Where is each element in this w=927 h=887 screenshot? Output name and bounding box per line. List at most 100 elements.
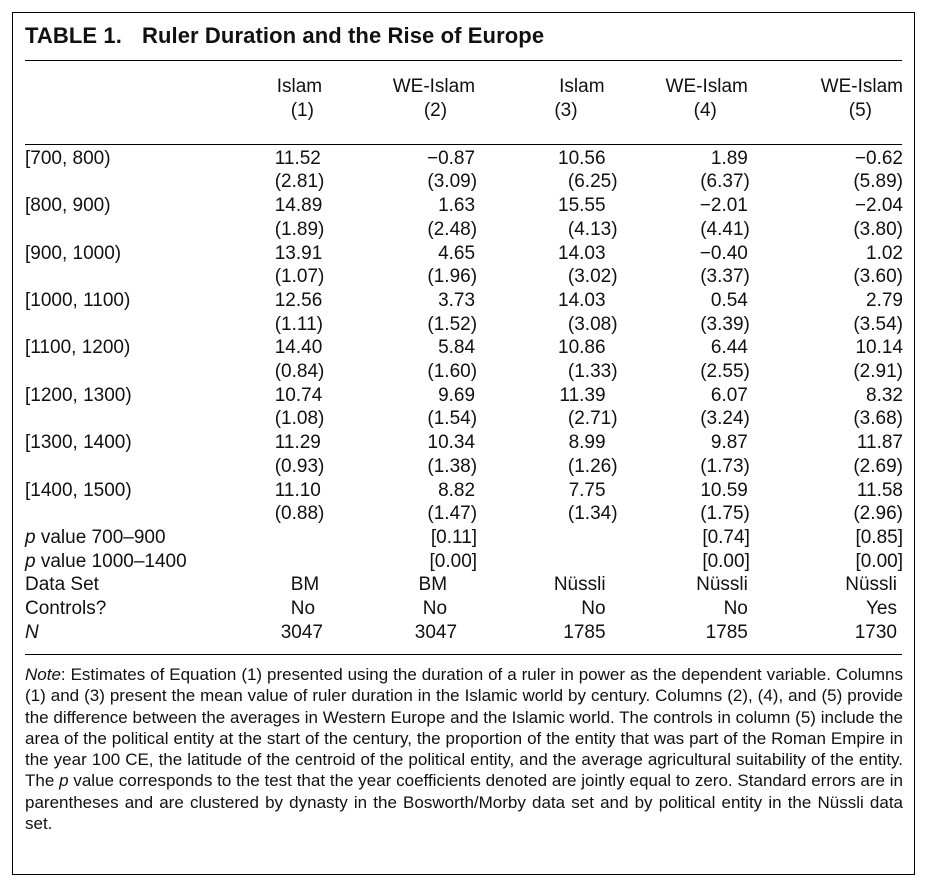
pvalue-cell: [0.00] xyxy=(702,550,750,572)
std-error-cell: (3.24) xyxy=(700,408,750,430)
std-error-cell: (2.55) xyxy=(700,361,750,383)
n-cell: 1785 xyxy=(563,621,606,643)
footer-cell: Nüssli xyxy=(696,574,748,596)
std-error-cell: (1.54) xyxy=(427,408,478,430)
table-row: [1400, 1500) 11.10 8.82 7.75 10.59 11.58 xyxy=(25,479,903,503)
footer-label: Controls? xyxy=(25,598,107,620)
std-error-cell: (1.07) xyxy=(274,266,325,288)
std-error-cell: (3.08) xyxy=(567,313,618,335)
std-error-cell: (2.91) xyxy=(853,361,903,383)
std-error-cell: (2.48) xyxy=(427,218,478,240)
row-label: [1200, 1300) xyxy=(25,384,132,406)
table-row-se: (2.81) (3.09) (6.25) (6.37) (5.89) xyxy=(25,170,903,194)
table-note: Note: Estimates of Equation (1) presente… xyxy=(25,664,903,834)
pvalue-label: p value 1000–1400 xyxy=(25,550,251,574)
n-cell: 3047 xyxy=(414,621,458,643)
pvalue-cell: [0.85] xyxy=(855,526,903,548)
std-error-cell: (1.89) xyxy=(274,218,325,240)
estimate-cell: 3.73 xyxy=(438,289,476,311)
estimate-cell: 11.58 xyxy=(856,479,903,501)
row-label-blank xyxy=(25,455,251,479)
header-row-names: Islam WE-Islam Islam WE-Islam WE-Islam xyxy=(25,75,903,99)
estimate-cell: 9.87 xyxy=(710,432,748,454)
table-row: [1100, 1200) 14.40 5.84 10.86 6.44 10.14 xyxy=(25,336,903,360)
col-header-4: WE-Islam xyxy=(665,76,748,97)
std-error-cell: (1.33) xyxy=(567,361,618,383)
note-text-2: value corresponds to the test that the y… xyxy=(25,771,903,834)
col-index-3: (3) xyxy=(554,100,578,121)
std-error-cell: (1.34) xyxy=(567,503,618,525)
table-row: [900, 1000) 13.91 4.65 14.03 −0.40 1.02 xyxy=(25,242,903,266)
col-index-4: (4) xyxy=(693,100,717,121)
std-error-cell: (1.47) xyxy=(427,503,478,525)
std-error-cell: (5.89) xyxy=(853,171,903,193)
estimate-cell: 6.44 xyxy=(710,337,748,359)
estimate-cell: 13.91 xyxy=(274,242,323,264)
table-row: [800, 900) 14.89 1.63 15.55 −2.01 −2.04 xyxy=(25,194,903,218)
std-error-cell: (3.37) xyxy=(700,266,750,288)
table-title-text: Ruler Duration and the Rise of Europe xyxy=(141,23,545,48)
std-error-cell: (1.11) xyxy=(274,313,323,335)
std-error-cell: (1.60) xyxy=(427,361,478,383)
estimate-cell: 11.87 xyxy=(856,432,903,454)
row-label: [800, 900) xyxy=(25,195,111,217)
pvalue-cell: [0.00] xyxy=(429,550,478,572)
estimate-cell: 4.65 xyxy=(438,242,476,264)
table-row-se: (1.08) (1.54) (2.71) (3.24) (3.68) xyxy=(25,407,903,431)
row-label-blank xyxy=(25,265,251,289)
std-error-cell: (6.25) xyxy=(567,171,618,193)
n-row: N 3047 3047 1785 1785 1730 xyxy=(25,621,903,645)
estimate-cell: 14.89 xyxy=(274,195,323,217)
row-label-blank xyxy=(25,360,251,384)
std-error-cell: (4.13) xyxy=(567,218,618,240)
std-error-cell: (0.84) xyxy=(274,361,325,383)
pvalue-p: p xyxy=(25,526,36,548)
estimate-cell: 11.10 xyxy=(274,479,321,501)
row-label: [1400, 1500) xyxy=(25,479,132,501)
estimate-cell: −0.40 xyxy=(699,242,748,264)
estimate-cell: −2.04 xyxy=(854,195,903,217)
row-label-blank xyxy=(25,313,251,337)
row-label-blank xyxy=(25,218,251,242)
std-error-cell: (3.54) xyxy=(853,313,903,335)
std-error-cell: (3.09) xyxy=(427,171,478,193)
footer-cell: No xyxy=(422,598,448,620)
estimate-cell: 15.55 xyxy=(558,195,606,217)
pvalue-label-text: value 700–900 xyxy=(35,526,166,548)
estimate-cell: 12.56 xyxy=(274,289,323,311)
estimate-cell: 7.75 xyxy=(568,479,606,501)
header-blank xyxy=(25,75,251,99)
estimate-cell: 8.32 xyxy=(866,384,903,406)
pvalue-cell xyxy=(251,550,354,574)
table-frame: TABLE 1. Ruler Duration and the Rise of E… xyxy=(12,12,915,875)
pvalue-row: p value 1000–1400 [0.00] [0.00] [0.00] xyxy=(25,550,903,574)
table-row-se: (1.89) (2.48) (4.13) (4.41) (3.80) xyxy=(25,218,903,242)
footer-cell: No xyxy=(290,598,316,620)
std-error-cell: (1.75) xyxy=(700,503,750,525)
pvalue-label: p value 700–900 xyxy=(25,526,251,550)
note-lead: Note xyxy=(25,665,61,684)
header-rule xyxy=(25,144,902,145)
footer-cell: Yes xyxy=(866,598,897,620)
std-error-cell: (1.08) xyxy=(274,408,325,430)
std-error-cell: (4.41) xyxy=(700,218,750,240)
estimate-cell: 10.34 xyxy=(427,432,476,454)
estimate-cell: 10.14 xyxy=(855,337,903,359)
footer-cell: BM xyxy=(290,574,320,596)
std-error-cell: (2.81) xyxy=(274,171,325,193)
estimate-cell: 0.54 xyxy=(710,289,748,311)
table-body: [700, 800) 11.52 −0.87 10.56 1.89 −0.62 (2.81)… xyxy=(25,123,903,644)
table-row-se: (0.93) (1.38) (1.26) (1.73) (2.69) xyxy=(25,455,903,479)
footer-cell: BM xyxy=(418,574,448,596)
footer-cell: Nüssli xyxy=(553,574,606,596)
table-row: [1300, 1400) 11.29 10.34 8.99 9.87 11.87 xyxy=(25,431,903,455)
footer-row: Data Set BM BM Nüssli Nüssli Nüssli xyxy=(25,573,903,597)
table-row-se: (0.88) (1.47) (1.34) (1.75) (2.96) xyxy=(25,502,903,526)
col-header-3: Islam xyxy=(559,76,605,97)
table-row: [700, 800) 11.52 −0.87 10.56 1.89 −0.62 xyxy=(25,147,903,171)
col-index-1: (1) xyxy=(290,100,314,121)
estimate-cell: 1.89 xyxy=(710,147,748,169)
std-error-cell: (3.02) xyxy=(567,266,618,288)
estimate-cell: −0.87 xyxy=(426,147,476,169)
std-error-cell: (6.37) xyxy=(700,171,750,193)
